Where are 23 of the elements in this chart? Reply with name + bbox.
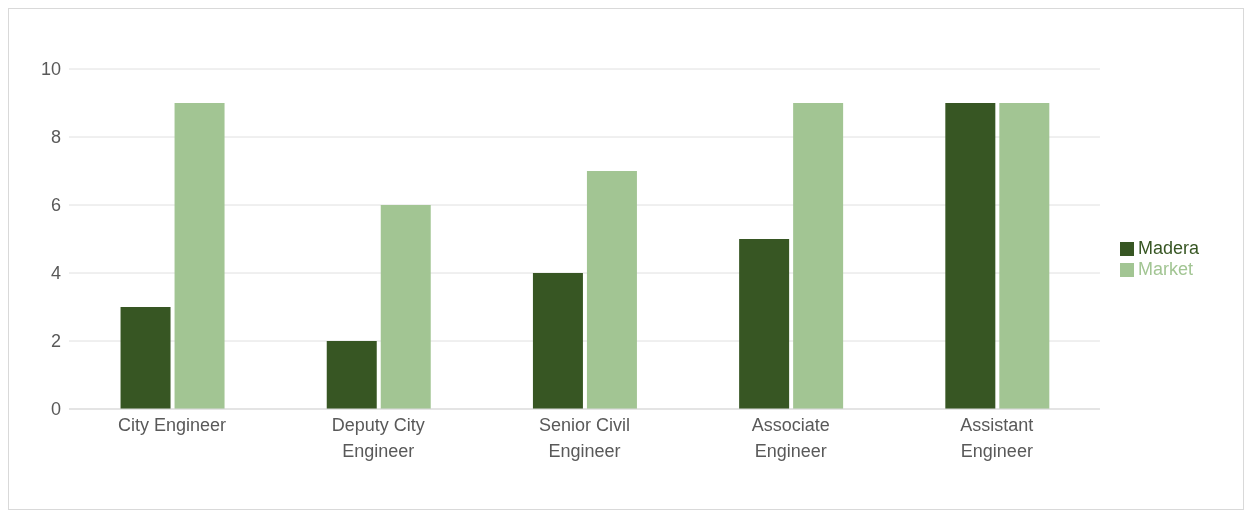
- bar: [174, 103, 225, 409]
- bar: [739, 239, 790, 409]
- bar: [120, 307, 171, 409]
- x-tick-label: Senior Civil Engineer: [538, 415, 630, 461]
- x-tick-label: Deputy City Engineer: [331, 415, 425, 461]
- bar: [532, 273, 583, 409]
- bar: [586, 171, 637, 409]
- x-tick-label: Associate Engineer: [751, 415, 830, 461]
- y-tick-label: 8: [50, 127, 61, 148]
- y-tick-label: 10: [40, 59, 61, 80]
- bar: [380, 205, 431, 409]
- x-tick-label: Assistant Engineer: [960, 415, 1034, 461]
- y-tick-label: 4: [50, 263, 61, 284]
- y-tick-label: 6: [50, 195, 61, 216]
- y-tick-label: 2: [50, 331, 61, 352]
- legend-label: Madera: [1137, 238, 1199, 258]
- x-tick-label: City Engineer: [118, 415, 227, 435]
- bar: [793, 103, 844, 409]
- bar: [326, 341, 377, 409]
- bar: [945, 103, 996, 409]
- y-tick-label: 0: [50, 399, 61, 420]
- bar: [999, 103, 1050, 409]
- legend-label: Market: [1137, 259, 1193, 279]
